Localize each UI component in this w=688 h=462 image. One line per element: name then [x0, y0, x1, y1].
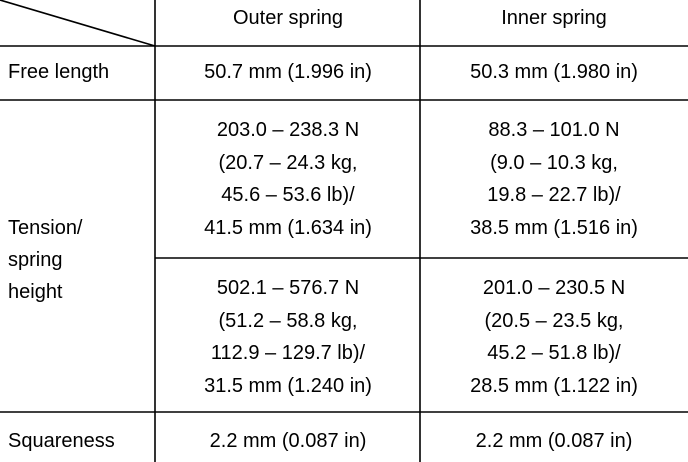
column-header: Outer spring	[232, 7, 344, 29]
cell-text: 19.8 – 22.7 lb)/	[487, 184, 621, 206]
cell-text: 201.0 – 230.5 N	[482, 277, 626, 299]
cell-text: 502.1 – 576.7 N	[216, 277, 360, 299]
cell-text: 38.5 mm (1.516 in)	[470, 216, 638, 239]
cell-text: 45.2 – 51.8 lb)/	[487, 342, 621, 364]
column-header: Inner spring	[501, 7, 607, 29]
cell-text: 28.5 mm (1.122 in)	[470, 374, 638, 397]
cell-text: 31.5 mm (1.240 in)	[204, 374, 372, 397]
row-label: Tension/	[8, 217, 83, 239]
row-label: Squareness	[8, 430, 115, 452]
cell-text: 203.0 – 238.3 N	[216, 119, 360, 141]
cell-text: (20.7 – 24.3 kg,	[218, 151, 358, 174]
cell-text: 41.5 mm (1.634 in)	[204, 216, 372, 239]
cell-text: 2.2 mm (0.087 in)	[209, 430, 367, 452]
cell-text: (9.0 – 10.3 kg,	[490, 151, 618, 174]
diagonal-line	[0, 0, 156, 47]
row-label: height	[8, 281, 63, 303]
cell-text: (51.2 – 58.8 kg,	[218, 309, 358, 332]
cell-text: 45.6 – 53.6 lb)/	[221, 184, 355, 206]
cell-text: 50.3 mm (1.980 in)	[470, 61, 638, 83]
cell-text: 88.3 – 101.0 N	[488, 119, 620, 141]
cell-text: 112.9 – 129.7 lb)/	[210, 342, 366, 364]
cell-text: 2.2 mm (0.087 in)	[475, 430, 633, 452]
cell-text: (20.5 – 23.5 kg,	[484, 309, 624, 332]
row-label: spring	[8, 249, 63, 271]
row-label: Free length	[8, 61, 110, 83]
cell-text: 50.7 mm (1.996 in)	[204, 61, 372, 83]
